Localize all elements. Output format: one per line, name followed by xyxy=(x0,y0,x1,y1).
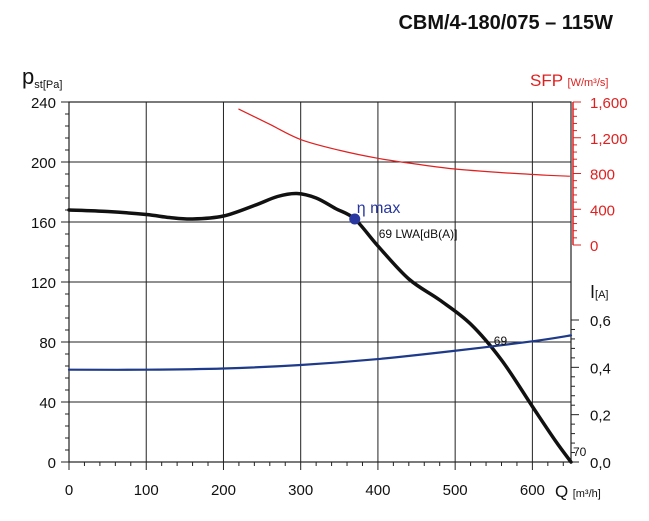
eta-max-point xyxy=(349,213,361,225)
lwa-label: 69 LWA[dB(A)] xyxy=(379,227,458,241)
y-current-tick-label: 0,2 xyxy=(590,408,611,425)
series xyxy=(67,108,573,464)
y-left-tick-label: 0 xyxy=(48,455,56,472)
y-axis-sfp-title: SFP [W/m³/s] xyxy=(530,71,608,90)
x-tick-label: 200 xyxy=(211,482,236,499)
y-axis-current-title: I[A] xyxy=(590,282,608,302)
axes: 0 100 200 300 400 500 600 0 40 80 120 160 200 240 0 400… xyxy=(31,95,628,499)
noise-label-mid: 69 xyxy=(494,334,508,348)
x-tick-label: 300 xyxy=(288,482,313,499)
y-sfp-tick-label: 400 xyxy=(590,202,615,219)
x-tick-label: 100 xyxy=(134,482,159,499)
x-tick-label: 400 xyxy=(365,482,390,499)
y-axis-current-unit: [A] xyxy=(595,289,608,301)
y-axis-sfp-label: SFP xyxy=(530,71,563,90)
y-sfp-tick-label: 1,600 xyxy=(590,95,628,112)
y-current-tick-label: 0,4 xyxy=(590,360,611,377)
y-left-tick-label: 120 xyxy=(31,275,56,292)
y-left-tick-label: 40 xyxy=(39,395,56,412)
y-sfp-tick-label: 800 xyxy=(590,167,615,184)
y-axis-current-label: I xyxy=(590,282,595,302)
y-axis-left-title: pst[Pa] xyxy=(22,64,62,91)
current-curve-line xyxy=(67,334,573,371)
y-axis-left-symbol: p xyxy=(22,64,34,89)
x-tick-label: 500 xyxy=(443,482,468,499)
y-left-tick-label: 240 xyxy=(31,95,56,112)
x-tick-label: 0 xyxy=(65,482,73,499)
x-axis-title: Q [m³/h] xyxy=(555,482,601,501)
noise-label-end: 70 xyxy=(573,445,587,459)
annotations: η max 69 LWA[dB(A)] 69 70 xyxy=(349,200,587,459)
y-axis-left-unit: [Pa] xyxy=(43,79,63,91)
sfp-curve-line xyxy=(238,108,571,177)
x-axis-label: Q xyxy=(555,482,568,501)
y-left-tick-label: 200 xyxy=(31,155,56,172)
y-sfp-tick-label: 0 xyxy=(590,238,598,255)
y-left-tick-label: 80 xyxy=(39,335,56,352)
eta-max-label: η max xyxy=(357,200,401,217)
pressure-curve-line xyxy=(67,191,573,464)
chart-title: CBM/4-180/075 – 115W xyxy=(398,12,613,34)
x-tick-label: 600 xyxy=(520,482,545,499)
y-sfp-tick-label: 1,200 xyxy=(590,131,628,148)
y-left-tick-label: 160 xyxy=(31,215,56,232)
x-axis-unit: [m³/h] xyxy=(573,488,601,500)
y-axis-sfp-unit: [W/m³/s] xyxy=(568,77,609,89)
grid xyxy=(68,101,572,463)
y-current-tick-label: 0,0 xyxy=(590,455,611,472)
y-axis-left-subscript: st xyxy=(34,79,43,91)
y-current-tick-label: 0,6 xyxy=(590,313,611,330)
